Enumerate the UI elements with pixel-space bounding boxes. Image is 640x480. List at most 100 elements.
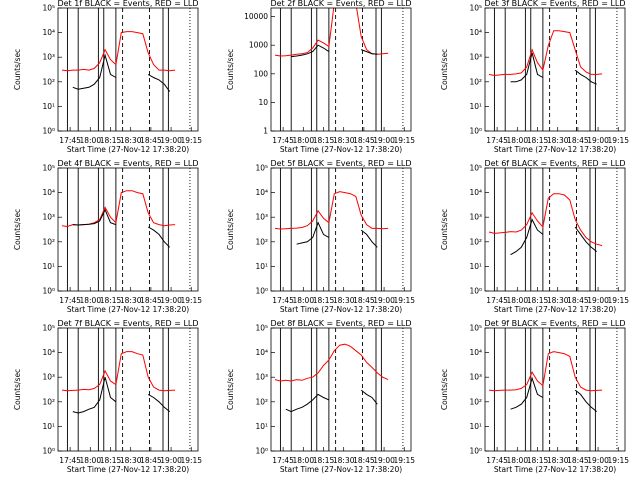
y-tick-label: 10³ bbox=[255, 373, 268, 382]
y-tick-label: 10¹ bbox=[42, 102, 55, 111]
y-tick-label: 10³ bbox=[42, 373, 55, 382]
panel: Det 5f BLACK = Events, RED = LLD Start Ti… bbox=[226, 159, 415, 314]
y-tick-label: 10⁵ bbox=[469, 324, 482, 333]
y-tick-label: 10⁰ bbox=[469, 287, 482, 296]
x-tick-label: 18:15 bbox=[100, 136, 122, 145]
x-tick-label: 17:45 bbox=[486, 296, 508, 305]
y-axis-label: Counts/sec bbox=[226, 209, 235, 250]
y-tick-label: 10⁵ bbox=[469, 164, 482, 173]
x-tick-label: 17:45 bbox=[59, 136, 81, 145]
x-axis-label: Start Time (27-Nov-12 17:38:20) bbox=[494, 145, 616, 154]
y-axis-label: Counts/sec bbox=[440, 369, 449, 410]
x-tick-label: 18:00 bbox=[292, 136, 314, 145]
x-tick-label: 17:45 bbox=[59, 456, 81, 465]
series-line bbox=[72, 53, 171, 92]
y-tick-label: 10¹ bbox=[469, 102, 482, 111]
x-tick-label: 18:15 bbox=[527, 456, 549, 465]
x-tick-label: 19:00 bbox=[160, 296, 182, 305]
x-axis-label: Start Time (27-Nov-12 17:38:20) bbox=[280, 305, 402, 314]
series-line bbox=[488, 193, 603, 247]
y-tick-label: 10¹ bbox=[469, 262, 482, 271]
x-tick-label: 18:00 bbox=[506, 296, 528, 305]
x-tick-label: 19:15 bbox=[180, 456, 202, 465]
plot-frame bbox=[484, 7, 626, 132]
series-line bbox=[296, 221, 378, 248]
x-tick-label: 19:00 bbox=[587, 296, 609, 305]
y-tick-label: 10³ bbox=[255, 213, 268, 222]
y-tick-label: 1 bbox=[263, 127, 268, 136]
x-tick-label: 18:30 bbox=[120, 296, 142, 305]
series-line bbox=[510, 52, 597, 85]
chart-title: Det 2f BLACK = Events, RED = LLD bbox=[270, 0, 411, 8]
x-axis-label: Start Time (27-Nov-12 17:38:20) bbox=[280, 465, 402, 474]
x-tick-label: 18:30 bbox=[120, 136, 142, 145]
y-axis-label: Counts/sec bbox=[13, 369, 22, 410]
x-tick-label: 19:00 bbox=[373, 296, 395, 305]
y-tick-label: 10⁰ bbox=[255, 287, 268, 296]
y-tick-label: 10⁵ bbox=[42, 4, 55, 13]
chart-title: Det 8f BLACK = Events, RED = LLD bbox=[270, 319, 411, 328]
series-line bbox=[488, 30, 603, 77]
x-tick-label: 19:15 bbox=[607, 296, 629, 305]
y-tick-label: 10¹ bbox=[255, 262, 268, 271]
x-tick-label: 19:15 bbox=[393, 296, 415, 305]
x-tick-label: 19:15 bbox=[393, 456, 415, 465]
y-tick-label: 10⁵ bbox=[42, 164, 55, 173]
x-tick-label: 17:45 bbox=[272, 136, 294, 145]
y-tick-label: 10⁴ bbox=[469, 188, 482, 197]
y-tick-label: 10² bbox=[255, 237, 268, 246]
y-tick-label: 10⁴ bbox=[469, 348, 482, 357]
y-tick-label: 10⁰ bbox=[42, 127, 55, 136]
x-tick-label: 19:00 bbox=[587, 456, 609, 465]
y-tick-label: 100 bbox=[254, 69, 269, 78]
x-axis-label: Start Time (27-Nov-12 17:38:20) bbox=[494, 305, 616, 314]
x-tick-label: 18:15 bbox=[527, 296, 549, 305]
series-line bbox=[291, 44, 378, 58]
x-tick-label: 18:30 bbox=[333, 136, 355, 145]
chart-title: Det 4f BLACK = Events, RED = LLD bbox=[57, 159, 198, 168]
y-axis-label: Counts/sec bbox=[13, 209, 22, 250]
y-tick-label: 10000 bbox=[244, 12, 268, 21]
x-tick-label: 18:30 bbox=[333, 296, 355, 305]
series-line bbox=[61, 190, 176, 228]
y-tick-label: 10⁵ bbox=[42, 324, 55, 333]
y-tick-label: 10² bbox=[255, 397, 268, 406]
series-line bbox=[72, 208, 171, 248]
x-tick-label: 18:45 bbox=[567, 136, 589, 145]
x-tick-label: 17:45 bbox=[59, 296, 81, 305]
series-line bbox=[61, 31, 176, 72]
y-tick-label: 10⁵ bbox=[255, 164, 268, 173]
y-tick-label: 10² bbox=[42, 397, 55, 406]
x-tick-label: 18:45 bbox=[353, 136, 375, 145]
x-tick-label: 19:15 bbox=[607, 456, 629, 465]
y-tick-label: 10⁵ bbox=[469, 4, 482, 13]
y-tick-label: 10² bbox=[42, 237, 55, 246]
series-line bbox=[510, 376, 598, 412]
series-line bbox=[488, 351, 603, 392]
x-tick-label: 18:00 bbox=[292, 296, 314, 305]
x-tick-label: 18:45 bbox=[567, 456, 589, 465]
x-tick-label: 18:45 bbox=[353, 456, 375, 465]
y-tick-label: 10² bbox=[42, 77, 55, 86]
series-line bbox=[61, 351, 176, 392]
panel: Det 1f BLACK = Events, RED = LLD Start Ti… bbox=[13, 0, 202, 154]
x-tick-label: 19:15 bbox=[180, 296, 202, 305]
x-tick-label: 18:30 bbox=[547, 296, 569, 305]
y-tick-label: 10⁴ bbox=[42, 28, 55, 37]
chart-title: Det 1f BLACK = Events, RED = LLD bbox=[57, 0, 198, 8]
x-tick-label: 18:15 bbox=[100, 456, 122, 465]
panel: Det 8f BLACK = Events, RED = LLD Start Ti… bbox=[226, 319, 415, 474]
x-tick-label: 18:45 bbox=[140, 296, 162, 305]
x-tick-label: 19:00 bbox=[160, 456, 182, 465]
x-axis-label: Start Time (27-Nov-12 17:38:20) bbox=[494, 465, 616, 474]
panel: Det 3f BLACK = Events, RED = LLD Start Ti… bbox=[440, 0, 629, 154]
chart-title: Det 7f BLACK = Events, RED = LLD bbox=[57, 319, 198, 328]
y-axis-label: Counts/sec bbox=[13, 49, 22, 90]
x-axis-label: Start Time (27-Nov-12 17:38:20) bbox=[280, 145, 402, 154]
panel: Det 4f BLACK = Events, RED = LLD Start Ti… bbox=[13, 159, 202, 314]
y-tick-label: 10³ bbox=[469, 213, 482, 222]
y-tick-label: 10⁵ bbox=[255, 324, 268, 333]
y-tick-label: 10⁰ bbox=[255, 447, 268, 456]
